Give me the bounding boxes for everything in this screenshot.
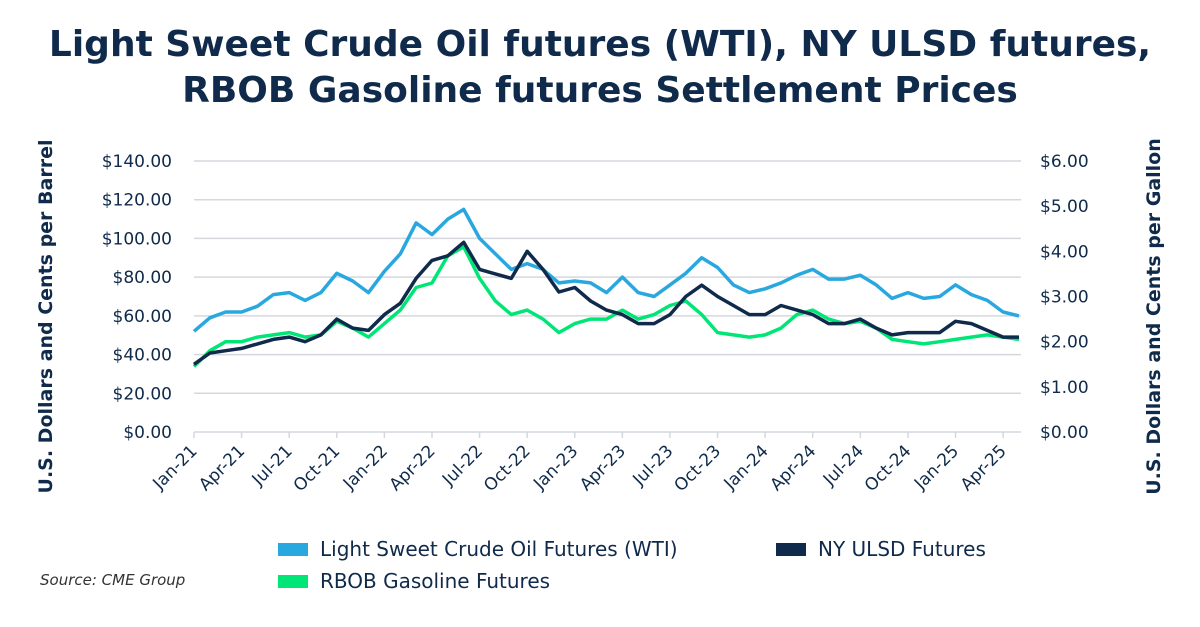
y-tick-right: $0.00: [1040, 423, 1089, 443]
y-tick-left: $60.00: [113, 307, 172, 327]
x-tick-label: Jan-25: [910, 441, 963, 494]
x-tick-label: Jan-24: [720, 441, 773, 494]
x-tick-label: Jan-22: [339, 441, 392, 494]
series-line-wti: [192, 207, 1020, 333]
x-tick-label: Oct-24: [861, 441, 916, 496]
x-tick-label: Apr-22: [386, 441, 440, 495]
x-tick-label: Jul-24: [819, 441, 868, 490]
y-tick-left: $40.00: [113, 346, 172, 366]
y-tick-left: $140.00: [102, 152, 172, 172]
y-tick-right: $3.00: [1040, 288, 1089, 308]
x-tick-label: Jan-23: [529, 441, 582, 494]
legend-swatch-ulsd: [776, 542, 806, 556]
y-tick-right: $2.00: [1040, 333, 1089, 353]
x-tick-label: Apr-23: [576, 441, 630, 495]
series-line-rbob: [192, 245, 1020, 368]
x-tick-label: Jan-21: [149, 441, 202, 494]
legend-swatch-wti: [278, 542, 308, 556]
source-note: Source: CME Group: [40, 571, 186, 589]
legend-label-wti: Light Sweet Crude Oil Futures (WTI): [320, 537, 678, 561]
y-tick-left: $120.00: [102, 191, 172, 211]
x-tick-label: Jul-23: [629, 441, 678, 490]
legend-item-rbob: RBOB Gasoline Futures: [278, 569, 550, 593]
x-tick-label: Apr-21: [195, 441, 249, 495]
y-tick-right: $5.00: [1040, 197, 1089, 217]
y-tick-left: $100.00: [102, 229, 172, 249]
x-tick-label: Oct-21: [290, 441, 345, 496]
x-tick-label: Jul-22: [438, 441, 487, 490]
x-tick-label: Oct-23: [671, 441, 726, 496]
x-tick-label: Jul-21: [248, 441, 297, 490]
x-tick-label: Apr-25: [957, 441, 1011, 495]
y-tick-left: $20.00: [113, 384, 172, 404]
legend-label-rbob: RBOB Gasoline Futures: [320, 569, 551, 593]
legend-swatch-rbob: [278, 574, 308, 588]
y-tick-left: $0.00: [123, 423, 172, 443]
legend-label-ulsd: NY ULSD Futures: [818, 537, 986, 561]
chart-title: Light Sweet Crude Oil futures (WTI), NY …: [48, 24, 1152, 111]
series-line-ulsd: [192, 240, 1019, 366]
y-axis-label-left: U.S. Dollars and Cents per Barrel: [35, 140, 57, 494]
x-tick-label: Apr-24: [766, 441, 820, 495]
y-tick-right: $4.00: [1040, 242, 1089, 262]
legend-item-wti: Light Sweet Crude Oil Futures (WTI): [278, 537, 678, 561]
x-tick-label: Oct-22: [480, 441, 535, 496]
y-tick-left: $80.00: [113, 268, 172, 288]
y-tick-right: $6.00: [1040, 152, 1089, 172]
legend-item-ulsd: NY ULSD Futures: [776, 537, 986, 561]
y-axis-label-right: U.S. Dollars and Cents per Gallon: [1143, 138, 1165, 495]
y-tick-right: $1.00: [1040, 378, 1089, 398]
